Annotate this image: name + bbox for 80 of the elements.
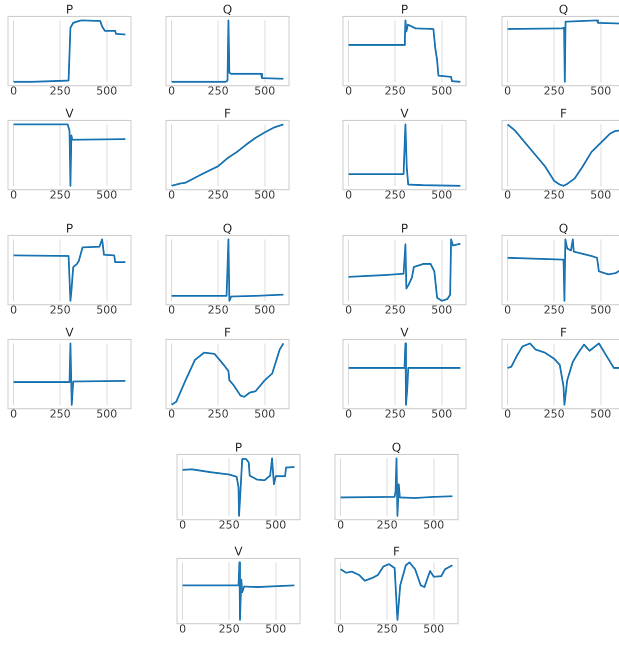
x-tick-label: 250: [218, 518, 240, 532]
x-tick-label: 0: [504, 84, 512, 98]
chart-title: F: [393, 544, 400, 558]
x-tick-label: 500: [265, 622, 286, 636]
chart-title: Q: [558, 221, 568, 236]
x-tick-label: 500: [431, 188, 452, 202]
chart-title: F: [224, 325, 232, 340]
x-tick-label: 500: [431, 84, 452, 98]
x-tick-label: 250: [544, 84, 565, 98]
x-tick-label: 0: [168, 188, 176, 202]
x-tick-label: 500: [590, 188, 612, 202]
x-tick-label: 250: [544, 407, 565, 420]
x-tick-label: 250: [384, 407, 406, 420]
x-tick-label: 0: [345, 188, 352, 202]
x-tick-label: 0: [345, 407, 352, 420]
x-tick-label: 250: [208, 188, 229, 202]
x-tick-label: 250: [50, 407, 71, 420]
x-tick-label: 250: [50, 188, 71, 202]
chart-title: F: [560, 325, 568, 340]
chart-title: P: [66, 221, 74, 236]
x-tick-label: 500: [96, 84, 118, 98]
x-tick-label: 500: [590, 84, 612, 98]
chart-title: P: [400, 221, 408, 236]
x-tick-label: 0: [504, 188, 512, 202]
x-tick-label: 0: [10, 303, 18, 316]
x-tick-label: 0: [345, 84, 352, 98]
x-tick-label: 500: [254, 303, 276, 316]
x-tick-label: 500: [431, 303, 452, 316]
x-tick-label: 500: [590, 303, 612, 316]
x-tick-label: 500: [431, 407, 452, 420]
x-tick-label: 250: [50, 303, 71, 316]
x-tick-label: 250: [376, 518, 398, 532]
x-tick-label: 250: [384, 188, 406, 202]
x-tick-label: 500: [590, 407, 612, 420]
x-tick-label: 250: [384, 303, 406, 316]
chart-title: V: [400, 325, 410, 340]
x-tick-label: 500: [265, 518, 286, 532]
chart-title: F: [224, 106, 232, 120]
x-tick-label: 250: [50, 84, 71, 98]
x-tick-label: 250: [208, 84, 229, 98]
x-tick-label: 0: [179, 518, 186, 532]
x-tick-label: 0: [179, 622, 186, 636]
chart-title: P: [400, 2, 408, 16]
x-tick-label: 0: [504, 407, 512, 420]
x-tick-label: 250: [384, 84, 406, 98]
chart-title: Q: [222, 221, 232, 236]
chart-title: V: [65, 106, 74, 120]
x-tick-label: 0: [168, 303, 176, 316]
x-tick-label: 250: [544, 188, 565, 202]
chart-title: V: [65, 325, 74, 340]
chart-title: V: [234, 544, 244, 558]
x-tick-label: 0: [10, 407, 18, 420]
x-tick-label: 0: [168, 84, 176, 98]
x-tick-label: 500: [423, 518, 444, 532]
chart-title: P: [234, 440, 242, 454]
chart-title: V: [400, 106, 410, 120]
x-tick-label: 250: [208, 303, 229, 316]
x-tick-label: 0: [10, 188, 18, 202]
x-tick-label: 500: [254, 84, 276, 98]
x-tick-label: 250: [208, 407, 229, 420]
chart-title: Q: [558, 2, 568, 16]
x-tick-label: 0: [345, 303, 352, 316]
x-tick-label: 500: [96, 407, 118, 420]
x-tick-label: 250: [218, 622, 240, 636]
x-tick-label: 0: [10, 84, 18, 98]
x-tick-label: 500: [423, 622, 444, 636]
x-tick-label: 0: [337, 518, 344, 532]
chart-title: F: [560, 106, 568, 120]
x-tick-label: 500: [254, 188, 276, 202]
chart-title: Q: [222, 2, 232, 16]
x-tick-label: 500: [96, 188, 118, 202]
x-tick-label: 500: [96, 303, 118, 316]
x-tick-label: 250: [544, 303, 565, 316]
x-tick-label: 0: [168, 407, 176, 420]
chart-title: Q: [392, 440, 402, 454]
x-tick-label: 0: [337, 622, 344, 636]
x-tick-label: 500: [254, 407, 276, 420]
x-tick-label: 0: [504, 303, 512, 316]
x-tick-label: 250: [376, 622, 398, 636]
chart-title: P: [66, 2, 74, 16]
